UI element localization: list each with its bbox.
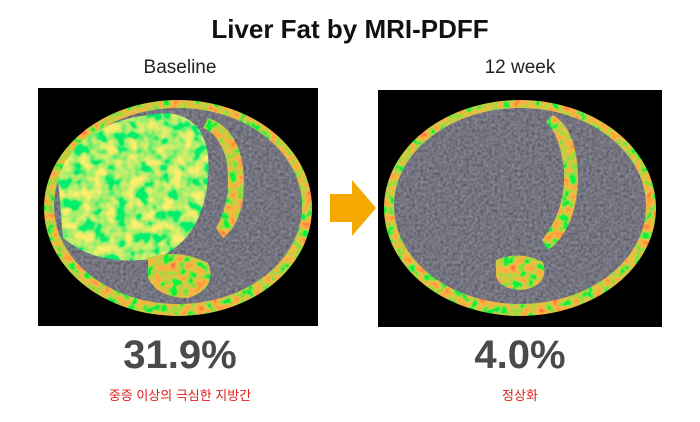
panel-label: Baseline [143,57,217,78]
arrow [330,180,376,236]
mri-12-week [378,90,662,327]
panel-label: 12 week [484,57,556,78]
fat-percentage: 4.0% [474,333,566,377]
panel-note: 정상화 [502,388,538,403]
slide-title: Liver Fat by MRI-PDFF [211,14,489,44]
mri-baseline [38,88,318,326]
fat-percentage: 31.9% [123,333,237,377]
panel-note: 중증 이상의 극심한 지방간 [108,388,252,403]
